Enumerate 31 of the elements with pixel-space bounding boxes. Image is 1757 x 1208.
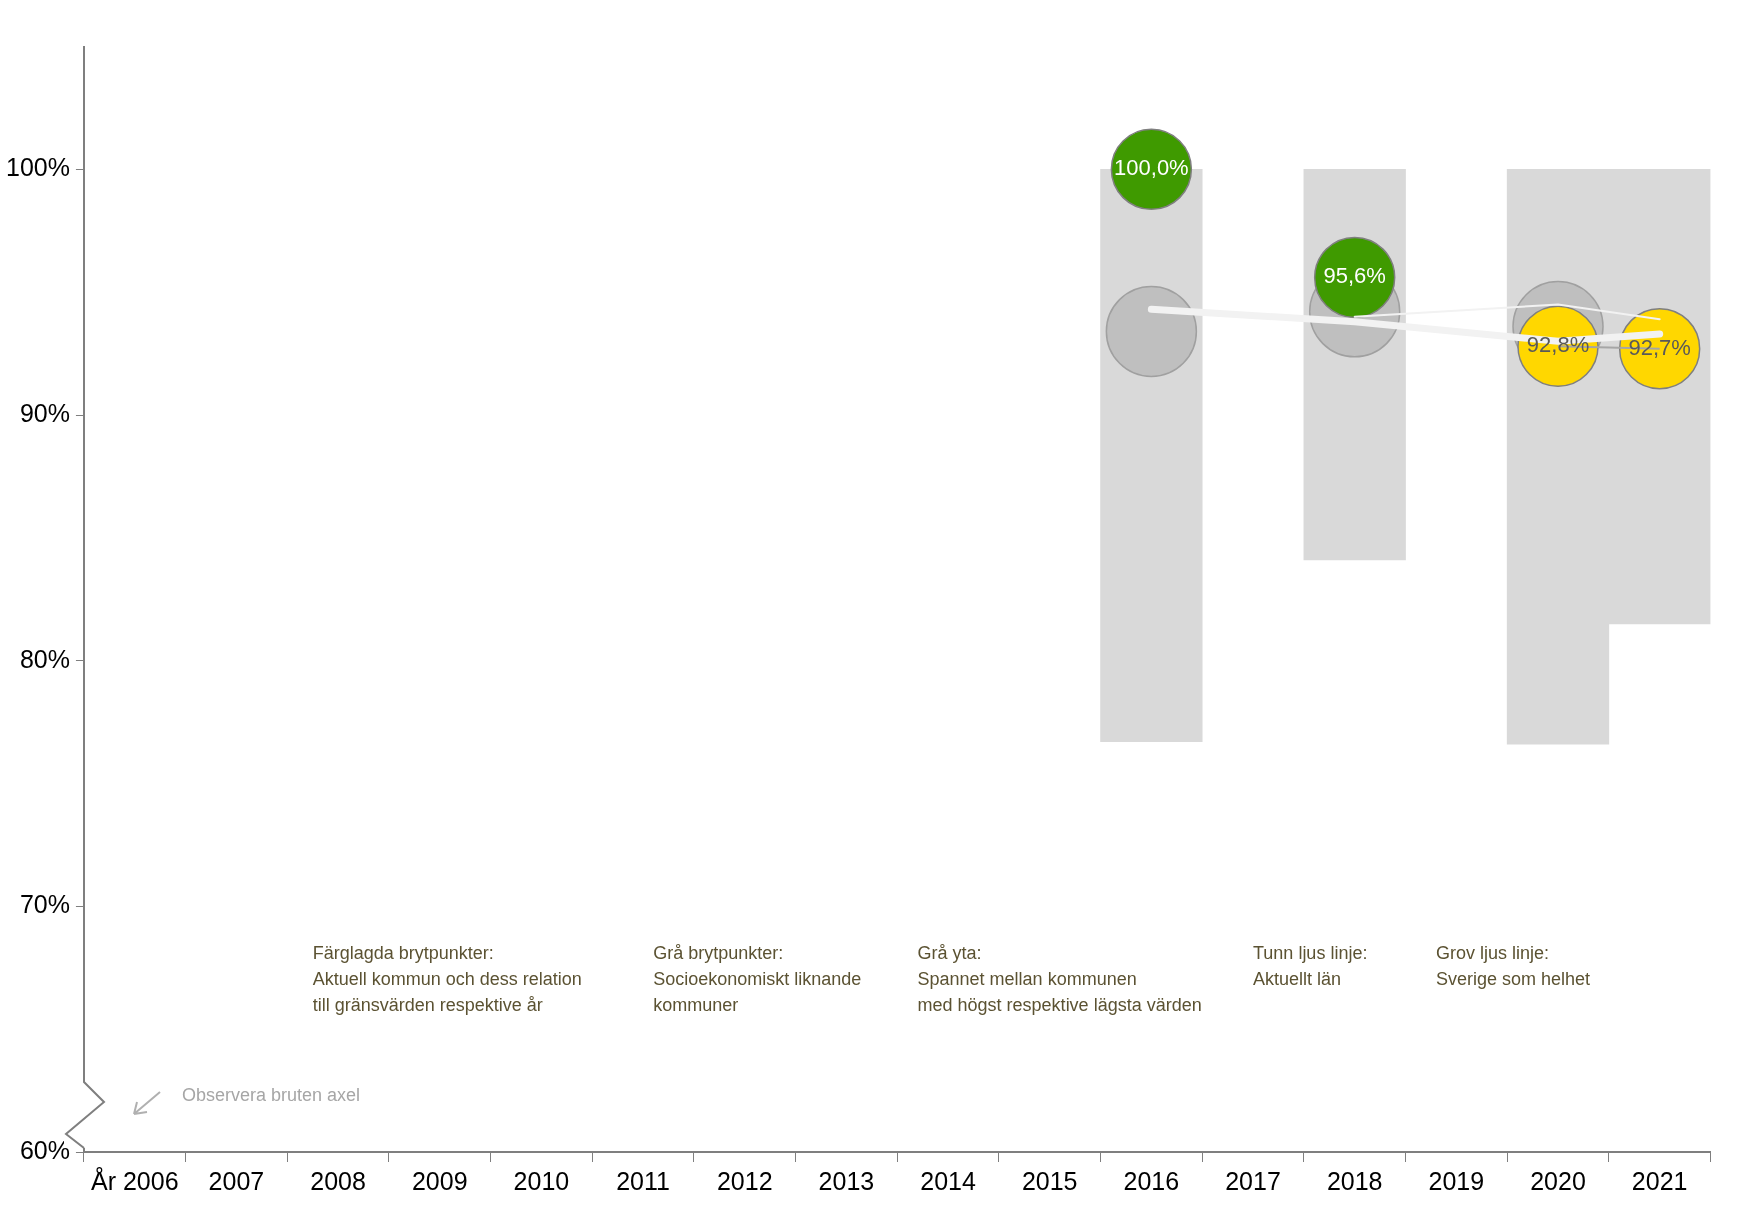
x-tick-label: 2011 [616,1166,670,1195]
x-tick-label: 2013 [818,1166,875,1195]
x-tick-label: 2019 [1428,1166,1485,1195]
annotation: Grå yta: Spannet mellan kommunen med högst respektive lägsta värden [917,942,1202,1017]
y-tick-label: 60% [19,1135,70,1164]
x-tick-label: 2008 [310,1166,366,1195]
x-tick-label: 2012 [716,1166,773,1195]
y-tick-label: 90% [19,398,70,427]
x-tick-label: 2007 [208,1166,265,1195]
x-tick-label: 2009 [411,1166,468,1195]
annotation: Tunn ljus linje: Aktuellt län [1253,942,1368,991]
data-label: 100,0% [1114,155,1189,181]
x-tick-label: 2014 [920,1166,976,1195]
x-tick-label: 2021 [1631,1166,1688,1195]
x-tick-label: 2017 [1225,1166,1281,1195]
x-tick-label: 2010 [513,1166,570,1195]
annotation: Grå brytpunkter: Socioekonomiskt liknande kommuner [653,942,862,1017]
point [1105,285,1198,378]
annotation: Färglagda brytpunkter: Aktuell kommun och dess relation till gränsvärden respektive år [312,942,582,1017]
x-tick-label: 2015 [1021,1166,1078,1195]
data-label: 95,6% [1323,263,1386,289]
y-tick-label: 70% [19,890,70,919]
annotation: Grov ljus linje: Sverige som helhet [1436,942,1591,991]
x-tick-label: 2020 [1530,1166,1586,1195]
y-tick-label: 100% [5,153,70,182]
x-tick-label: 2016 [1123,1166,1180,1195]
data-label: 92,7% [1628,334,1691,360]
y-tick-label: 80% [19,644,70,673]
annotation: Observera bruten axel [181,1084,361,1107]
x-tick-label: År 2006 [90,1165,179,1195]
x-tick-label: 2018 [1326,1166,1383,1195]
